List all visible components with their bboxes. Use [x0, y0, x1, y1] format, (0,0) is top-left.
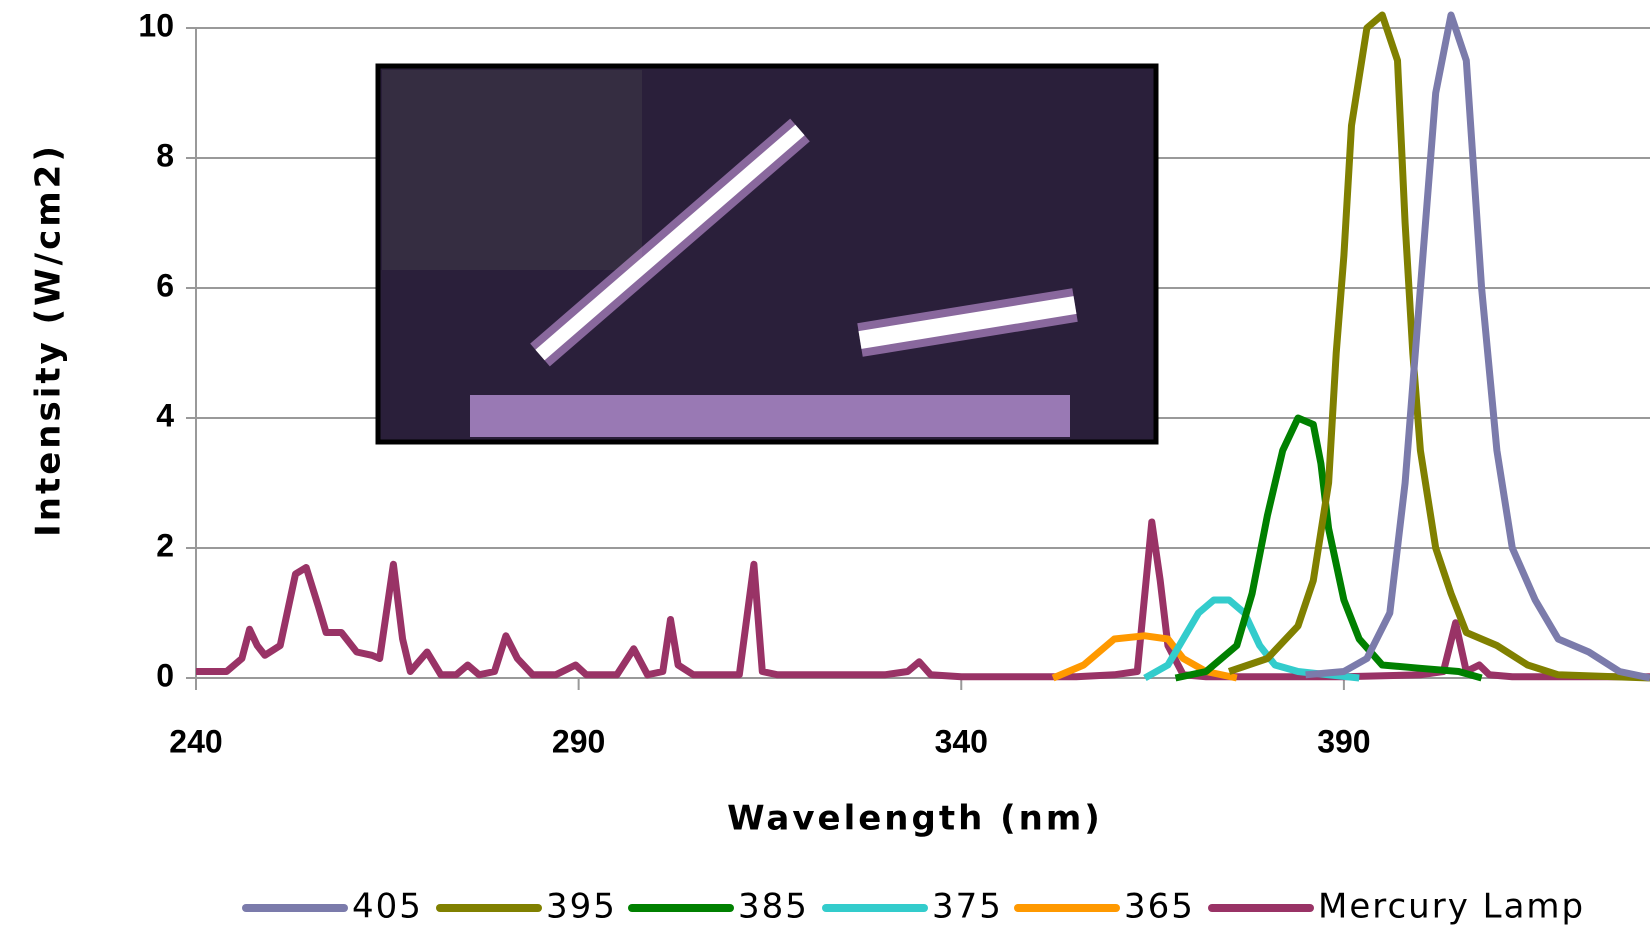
y-tick-label: 10: [138, 7, 174, 43]
x-tick-label: 390: [1317, 723, 1370, 759]
legend-label: 365: [1124, 887, 1195, 927]
series-line: [1174, 414, 1483, 682]
y-tick-label: 8: [156, 137, 174, 173]
legend-label: 395: [546, 887, 617, 927]
y-tick-label: 2: [156, 527, 174, 563]
x-axis-label: Wavelength (nm): [727, 799, 1103, 839]
legend-label: Mercury Lamp: [1318, 887, 1585, 927]
y-tick-label: 6: [156, 267, 174, 303]
x-tick-label: 340: [935, 723, 988, 759]
x-tick-label: 240: [169, 723, 222, 759]
series-line: [1305, 11, 1650, 682]
y-tick-label: 4: [156, 397, 174, 433]
legend-label: 405: [352, 887, 423, 927]
legend-label: 375: [932, 887, 1003, 927]
inset-photo: [375, 63, 1159, 445]
y-tick-label: 0: [156, 657, 174, 693]
y-axis-label: Intensity (W/cm2): [29, 143, 69, 537]
series-line: [1051, 632, 1238, 682]
legend-label: 385: [738, 887, 809, 927]
series-line: [1143, 596, 1360, 682]
x-tick-label: 290: [552, 723, 605, 759]
series-line: [1227, 11, 1650, 682]
